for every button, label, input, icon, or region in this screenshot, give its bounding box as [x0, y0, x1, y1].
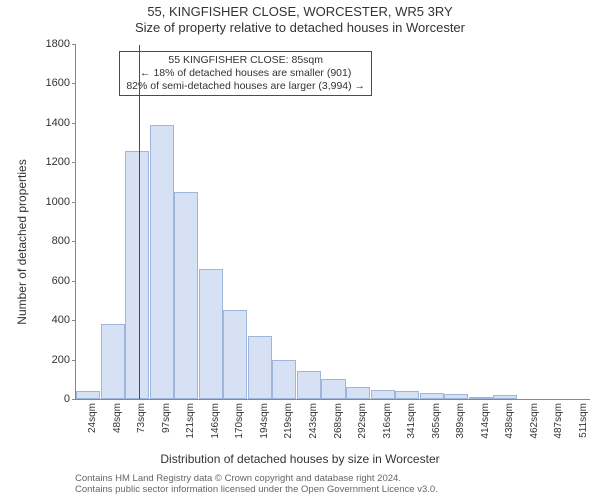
histogram-bar: [223, 310, 247, 399]
marker-annotation: 55 KINGFISHER CLOSE: 85sqm ← 18% of deta…: [119, 51, 372, 96]
x-tick: 341sqm: [406, 399, 417, 439]
histogram-bar: [272, 360, 296, 399]
histogram-bar: [125, 151, 149, 400]
x-tick: 511sqm: [578, 399, 589, 438]
x-tick: 389sqm: [455, 399, 466, 439]
x-axis-label: Distribution of detached houses by size …: [0, 452, 600, 466]
y-tick: 1400: [30, 117, 76, 129]
histogram-plot: 55 KINGFISHER CLOSE: 85sqm ← 18% of deta…: [75, 45, 590, 400]
y-tick: 1600: [30, 77, 76, 89]
x-tick: 316sqm: [382, 399, 393, 439]
footer-line-1: Contains HM Land Registry data © Crown c…: [75, 473, 600, 484]
x-tick: 243sqm: [308, 399, 319, 439]
annotation-line-2: ← 18% of detached houses are smaller (90…: [126, 67, 365, 80]
y-tick: 600: [30, 275, 76, 287]
x-tick: 48sqm: [112, 399, 123, 433]
histogram-bar: [150, 125, 174, 399]
histogram-bar: [297, 371, 321, 399]
x-tick: 170sqm: [234, 399, 245, 439]
marker-line: [139, 45, 140, 399]
histogram-bar: [346, 387, 370, 399]
y-tick: 1800: [30, 38, 76, 50]
x-tick: 73sqm: [136, 399, 147, 433]
histogram-bar: [248, 336, 272, 399]
histogram-bar: [76, 391, 100, 399]
histogram-bar: [395, 391, 419, 399]
annotation-line-3: 82% of semi-detached houses are larger (…: [126, 80, 365, 93]
x-tick: 365sqm: [431, 399, 442, 439]
x-tick: 438sqm: [504, 399, 515, 439]
x-tick: 24sqm: [87, 399, 98, 433]
footer-line-2: Contains public sector information licen…: [75, 484, 600, 495]
histogram-bar: [321, 379, 345, 399]
y-tick: 800: [30, 235, 76, 247]
histogram-bar: [101, 324, 125, 399]
x-tick: 462sqm: [529, 399, 540, 439]
footer-attribution: Contains HM Land Registry data © Crown c…: [75, 473, 600, 496]
y-tick: 1000: [30, 196, 76, 208]
histogram-bar: [371, 390, 395, 399]
x-tick: 194sqm: [259, 399, 270, 439]
chart-subtitle: Size of property relative to detached ho…: [0, 20, 600, 35]
annotation-line-1: 55 KINGFISHER CLOSE: 85sqm: [126, 54, 365, 67]
page-title: 55, KINGFISHER CLOSE, WORCESTER, WR5 3RY: [0, 4, 600, 19]
y-tick: 200: [30, 354, 76, 366]
x-tick: 414sqm: [480, 399, 491, 439]
x-tick: 268sqm: [333, 399, 344, 439]
x-tick: 97sqm: [161, 399, 172, 433]
y-axis-label: Number of detached properties: [15, 122, 29, 362]
x-tick: 292sqm: [357, 399, 368, 439]
x-tick: 121sqm: [185, 399, 196, 439]
histogram-bar: [199, 269, 223, 399]
histogram-bar: [174, 192, 198, 399]
x-tick: 219sqm: [283, 399, 294, 439]
y-tick: 1200: [30, 156, 76, 168]
x-tick: 146sqm: [210, 399, 221, 439]
y-tick: 0: [30, 393, 76, 405]
y-tick: 400: [30, 314, 76, 326]
x-tick: 487sqm: [553, 399, 564, 439]
